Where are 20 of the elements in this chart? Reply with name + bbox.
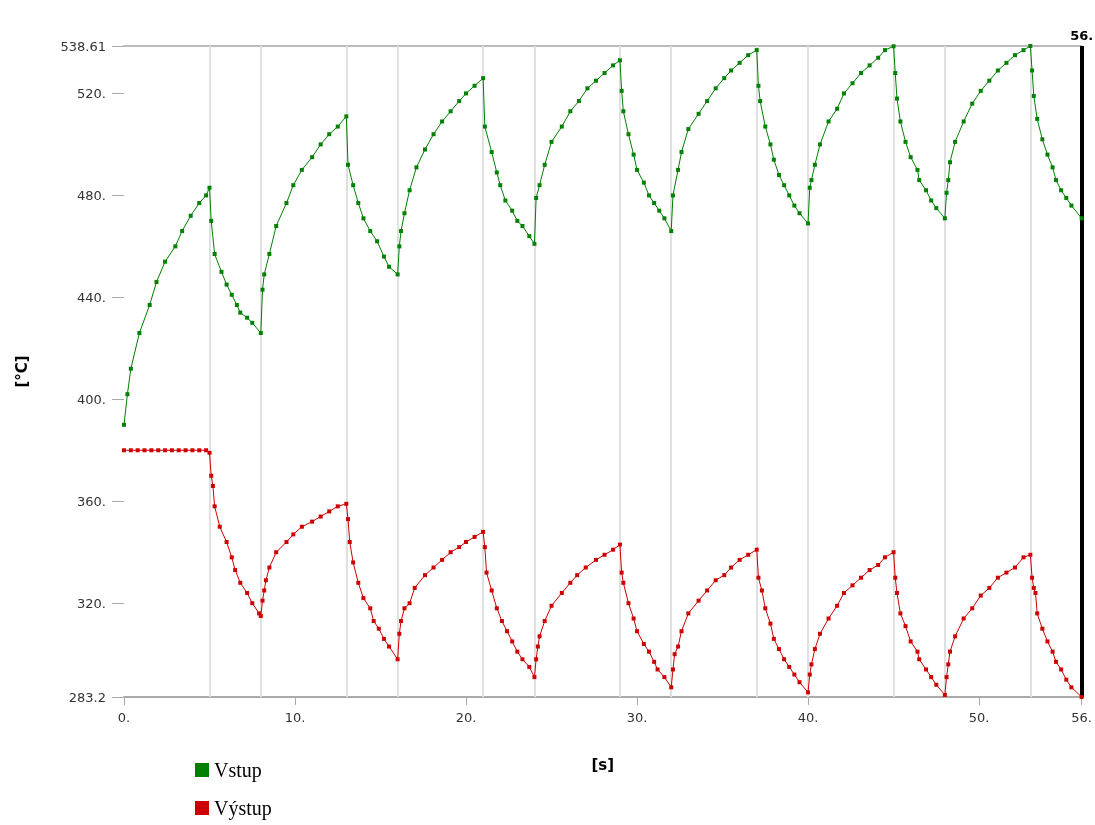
y-tick-label: 480.: [77, 187, 106, 203]
x-tick-label: 56.: [1071, 710, 1093, 725]
x-tick-label: 30.: [626, 710, 648, 725]
x-axis-title: [s]: [591, 755, 615, 774]
y-tick-label: 440.: [77, 289, 106, 305]
y-tick-label: 360.: [77, 493, 106, 509]
legend-label: Vstup: [214, 759, 262, 782]
x-tick-label: 40.: [797, 710, 819, 725]
y-tick-label: 283.2: [68, 689, 106, 705]
y-tick-label: 320.: [77, 595, 106, 611]
x-tick-label: 10.: [284, 710, 306, 725]
y-tick-label: 400.: [77, 391, 106, 407]
y-axis-title: [°C]: [12, 355, 31, 388]
x-tick-label: 20.: [455, 710, 477, 725]
y-tick-label: 538.61: [60, 38, 106, 54]
y-tick-label: 520.: [77, 85, 106, 101]
x-tick-label: 50.: [968, 710, 990, 725]
x-tick-label: 0.: [117, 710, 131, 725]
ref-line-label: 56.: [1070, 28, 1094, 43]
legend-label: Výstup: [214, 797, 272, 820]
